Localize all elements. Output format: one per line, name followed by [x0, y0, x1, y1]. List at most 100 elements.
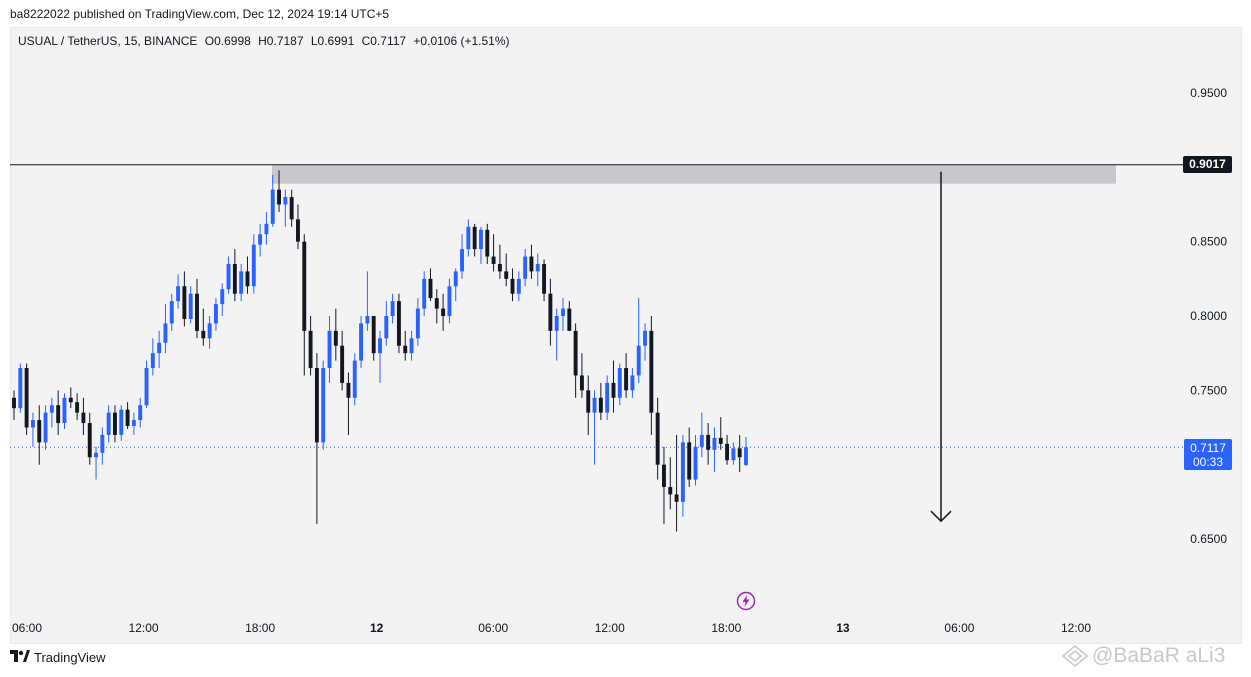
candle[interactable]	[523, 249, 528, 287]
candle[interactable]	[693, 434, 698, 486]
candle[interactable]	[579, 353, 584, 398]
candle[interactable]	[725, 434, 730, 465]
candle[interactable]	[447, 278, 452, 324]
candle[interactable]	[396, 293, 401, 354]
candle[interactable]	[289, 189, 294, 227]
candle[interactable]	[163, 304, 168, 354]
candle[interactable]	[232, 249, 237, 302]
candle[interactable]	[213, 298, 218, 331]
candle[interactable]	[100, 427, 105, 465]
candle[interactable]	[220, 283, 225, 316]
candle[interactable]	[479, 226, 483, 264]
candle[interactable]	[674, 434, 679, 532]
candle[interactable]	[346, 372, 351, 435]
candle[interactable]	[706, 423, 711, 465]
candle[interactable]	[554, 308, 559, 361]
candle[interactable]	[201, 308, 206, 346]
candle[interactable]	[119, 405, 124, 441]
candle[interactable]	[485, 223, 490, 264]
candle[interactable]	[94, 446, 98, 480]
candle[interactable]	[390, 293, 395, 324]
candle[interactable]	[333, 308, 338, 361]
candle[interactable]	[49, 397, 54, 428]
candle[interactable]	[314, 353, 319, 525]
candle[interactable]	[125, 402, 130, 429]
candle[interactable]	[207, 316, 212, 349]
candle[interactable]	[586, 375, 591, 435]
candle[interactable]	[277, 170, 281, 212]
candle[interactable]	[245, 256, 250, 294]
candle[interactable]	[43, 405, 48, 450]
candle[interactable]	[472, 223, 477, 257]
candle[interactable]	[176, 274, 181, 309]
candle[interactable]	[649, 316, 654, 435]
candle[interactable]	[251, 234, 256, 294]
legend-symbol[interactable]: USUAL / TetherUS, 15, BINANCE	[18, 34, 198, 48]
candle[interactable]	[106, 405, 111, 443]
candle[interactable]	[62, 393, 67, 429]
candle[interactable]	[239, 263, 244, 302]
candle[interactable]	[81, 397, 86, 435]
candle[interactable]	[365, 271, 370, 331]
candle[interactable]	[529, 244, 534, 279]
candle[interactable]	[157, 330, 162, 369]
candle[interactable]	[340, 330, 345, 391]
candle[interactable]	[150, 338, 155, 376]
candle[interactable]	[68, 387, 73, 409]
candle[interactable]	[415, 298, 420, 346]
candle[interactable]	[283, 189, 288, 227]
candle[interactable]	[428, 268, 433, 302]
candle[interactable]	[460, 234, 464, 279]
candle[interactable]	[37, 405, 42, 465]
tradingview-brand[interactable]: TradingView	[10, 650, 106, 665]
candle[interactable]	[378, 330, 382, 383]
candle[interactable]	[302, 234, 307, 376]
symbol-legend[interactable]: USUAL / TetherUS, 15, BINANCE O0.6998 H0…	[18, 34, 514, 48]
candle[interactable]	[655, 397, 660, 480]
candle[interactable]	[270, 174, 275, 227]
candle[interactable]	[169, 293, 174, 331]
candle[interactable]	[258, 223, 263, 257]
flash-icon[interactable]	[736, 591, 756, 611]
candle[interactable]	[605, 375, 610, 421]
candle[interactable]	[535, 253, 540, 287]
candle[interactable]	[491, 234, 496, 272]
candle[interactable]	[321, 360, 326, 450]
candle[interactable]	[327, 316, 332, 383]
candle[interactable]	[497, 244, 502, 279]
candle[interactable]	[409, 330, 414, 361]
candle[interactable]	[131, 412, 136, 435]
candle[interactable]	[731, 442, 736, 465]
candle[interactable]	[384, 301, 389, 346]
candle[interactable]	[18, 363, 23, 413]
candle[interactable]	[30, 412, 35, 447]
candle[interactable]	[359, 316, 364, 369]
candle[interactable]	[441, 293, 446, 331]
candle[interactable]	[668, 457, 673, 510]
chart-area[interactable]	[10, 27, 1242, 644]
candle[interactable]	[561, 298, 565, 331]
candle[interactable]	[630, 368, 635, 398]
candle[interactable]	[466, 219, 471, 257]
candle[interactable]	[643, 323, 647, 361]
candle[interactable]	[308, 316, 313, 376]
candle[interactable]	[737, 434, 742, 473]
candle[interactable]	[567, 301, 572, 331]
candle[interactable]	[182, 271, 187, 327]
candle[interactable]	[504, 253, 509, 287]
candle[interactable]	[24, 363, 29, 435]
candle[interactable]	[371, 316, 376, 361]
candle[interactable]	[699, 412, 704, 458]
candle[interactable]	[352, 353, 357, 406]
candle[interactable]	[744, 436, 748, 467]
candle[interactable]	[87, 412, 92, 465]
candle[interactable]	[434, 289, 439, 324]
candle[interactable]	[422, 271, 427, 316]
candle[interactable]	[226, 256, 231, 294]
candle[interactable]	[598, 382, 603, 421]
candle[interactable]	[542, 259, 547, 302]
candle[interactable]	[510, 268, 515, 302]
candle[interactable]	[592, 390, 597, 465]
candle[interactable]	[636, 298, 641, 383]
candle[interactable]	[453, 268, 458, 302]
